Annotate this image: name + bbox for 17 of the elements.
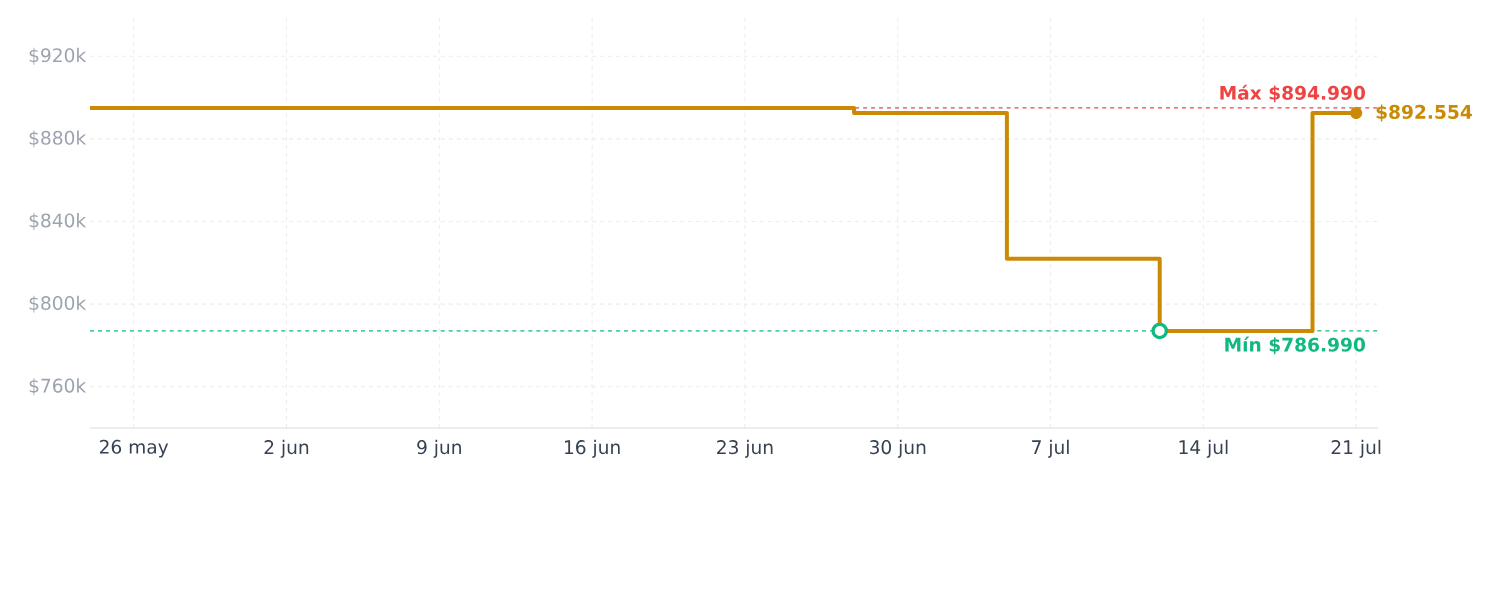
x-tick-label: 30 jun (869, 439, 926, 458)
x-tick-label: 2 jun (264, 439, 309, 458)
y-tick-label: $760k (29, 378, 87, 396)
y-tick-label: $800k (29, 295, 87, 313)
annotation: $892.554 (1376, 104, 1472, 122)
ref-line-label: Máx $894.990 (1220, 84, 1365, 103)
x-tick-label: 23 jun (717, 439, 773, 458)
x-tick-label: 16 jun (564, 439, 620, 458)
y-tick-label: $840k (29, 213, 87, 230)
y-tick-label: $920k (29, 47, 87, 65)
x-tick-label: 7 jul (1032, 439, 1069, 458)
x-tick-label: 9 jun (417, 439, 461, 458)
ref-line-label: Mín $786.990 (1225, 336, 1366, 355)
x-tick-label: 14 jul (1179, 439, 1228, 458)
x-tick-label: 26 may (99, 439, 169, 458)
y-tick-label: $880k (29, 130, 87, 148)
x-tick-label: 21 jul (1331, 439, 1381, 458)
